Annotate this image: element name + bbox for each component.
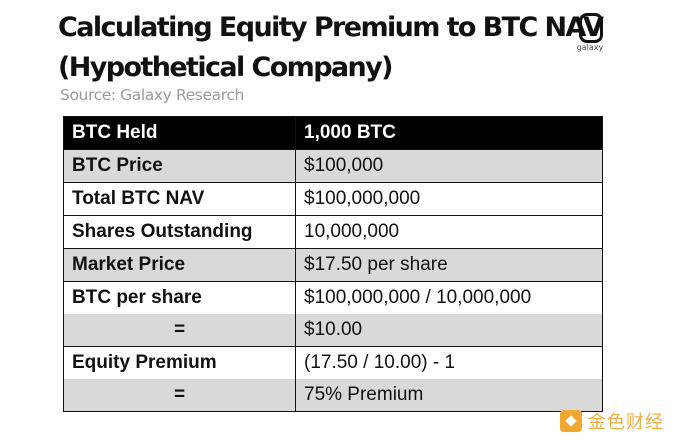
watermark-text: 金色财经 (588, 412, 664, 433)
table-row-btc-per-share: BTC per share $100,000,000 / 10,000,000 (63, 281, 603, 314)
row-label: Equity Premium (63, 346, 296, 379)
row-value: $100,000,000 (295, 182, 603, 216)
row-label: Total BTC NAV (63, 182, 296, 216)
row-label: BTC Held (63, 116, 296, 150)
row-value: 75% Premium (295, 379, 603, 412)
watermark: 金色财经 (560, 408, 664, 434)
table-row-market-price: Market Price $17.50 per share (63, 248, 603, 282)
row-value: 1,000 BTC (295, 116, 603, 150)
page-title: Calculating Equity Premium to BTC NAV (H… (58, 8, 604, 88)
row-value: 10,000,000 (295, 215, 603, 249)
table-row-btc-price: BTC Price $100,000 (63, 149, 603, 183)
row-value: $100,000 (295, 149, 603, 183)
row-label: BTC per share (63, 281, 296, 314)
source-note: Source: Galaxy Research (60, 86, 244, 104)
equity-premium-table: BTC Held 1,000 BTC BTC Price $100,000 To… (63, 116, 603, 412)
title-line-1: Calculating Equity Premium to BTC NAV (58, 12, 604, 43)
table-row-btc-per-share-result: = $10.00 (63, 314, 603, 347)
galaxy-logo-text: galaxy (576, 43, 604, 52)
row-label: = (63, 379, 296, 412)
row-value: $100,000,000 / 10,000,000 (295, 281, 603, 314)
row-label: Shares Outstanding (63, 215, 296, 249)
row-value: (17.50 / 10.00) - 1 (295, 346, 603, 379)
row-value: $17.50 per share (295, 248, 603, 282)
galaxy-logo-icon (579, 13, 603, 43)
table-row-btc-held: BTC Held 1,000 BTC (63, 116, 603, 150)
row-value: $10.00 (295, 314, 603, 347)
table-row-shares-outstanding: Shares Outstanding 10,000,000 (63, 215, 603, 249)
row-label: Market Price (63, 248, 296, 282)
row-label: BTC Price (63, 149, 296, 183)
golden-finance-logo-icon (560, 410, 582, 432)
galaxy-logo: galaxy (573, 13, 607, 61)
table-row-equity-premium: Equity Premium (17.50 / 10.00) - 1 (63, 346, 603, 379)
row-label: = (63, 314, 296, 347)
title-line-2: (Hypothetical Company) (58, 52, 394, 83)
table-row-total-btc-nav: Total BTC NAV $100,000,000 (63, 182, 603, 216)
table-row-equity-premium-result: = 75% Premium (63, 379, 603, 412)
